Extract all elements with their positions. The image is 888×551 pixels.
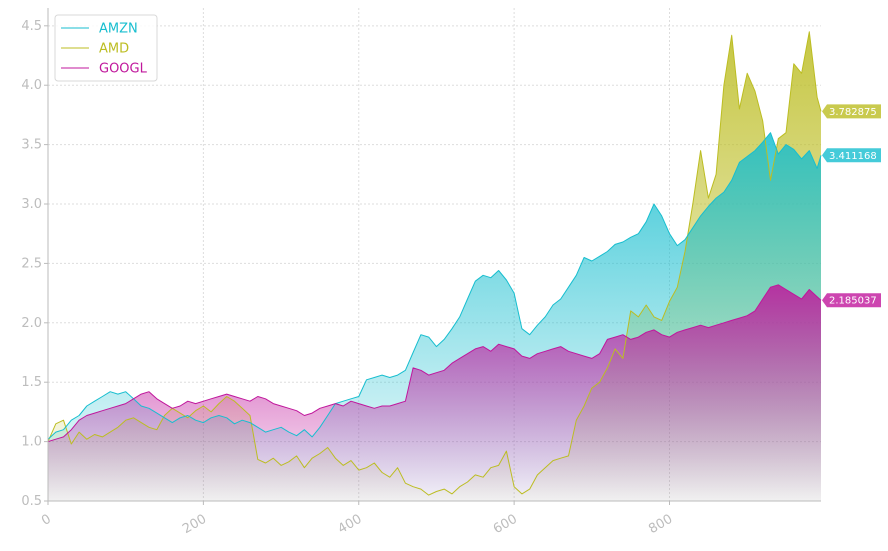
legend-item-amd[interactable]: AMD [99, 42, 129, 57]
x-tick-label: 400 [336, 512, 365, 537]
x-tick-label: 800 [646, 512, 675, 537]
line-amd [47, 31, 822, 496]
x-tick-label: 200 [180, 512, 209, 537]
y-tick-label: 3.5 [21, 138, 42, 153]
series-lines [47, 31, 822, 496]
y-tick-label: 4.0 [21, 78, 42, 93]
y-tick-label: 2.5 [21, 256, 42, 271]
last-value-label-amzn: 3.411168 [829, 151, 877, 162]
last-value-label-amd: 3.782875 [829, 107, 877, 118]
y-tick-label: 3.0 [21, 197, 42, 212]
legend[interactable]: AMZN AMD GOOGL [54, 14, 158, 82]
y-tick-label: 0.5 [21, 494, 42, 509]
series-areas [48, 31, 821, 502]
legend-box [54, 14, 158, 82]
area-googl [48, 284, 821, 501]
legend-item-googl[interactable]: GOOGL [99, 62, 148, 77]
line-googl [47, 284, 822, 443]
x-tick-label: 600 [491, 512, 520, 537]
line-amzn [47, 132, 822, 440]
legend-item-amzn[interactable]: AMZN [99, 22, 138, 37]
y-tick-label: 1.5 [21, 375, 42, 390]
y-tick-label: 1.0 [21, 435, 42, 450]
last-value-badge-googl [822, 293, 881, 308]
last-value-badge-amzn [822, 148, 881, 163]
last-value-label-googl: 2.185037 [829, 296, 877, 307]
last-value-badge-amd [822, 104, 881, 119]
last-value-badges: 3.411168 3.782875 2.185037 [822, 104, 881, 308]
y-tick-label: 4.5 [21, 19, 42, 34]
y-tick-label: 2.0 [21, 316, 42, 331]
x-tick-label: 0 [39, 512, 54, 529]
